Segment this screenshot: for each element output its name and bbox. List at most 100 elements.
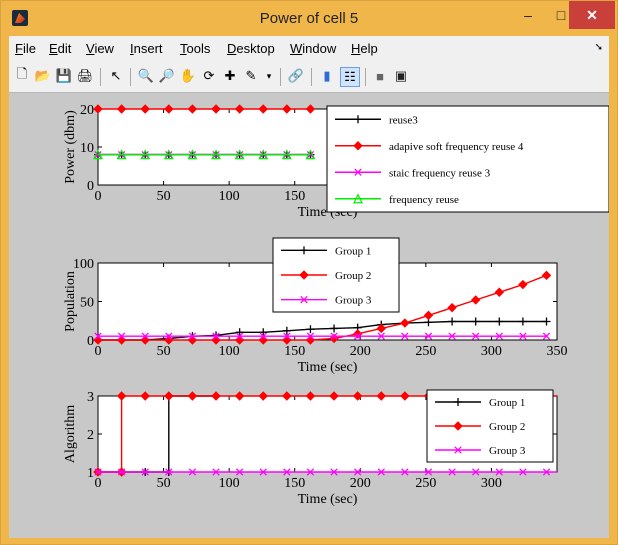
data-point-marker — [282, 326, 291, 335]
show-plot-tools-icon[interactable]: ▣ — [394, 68, 408, 83]
menu-insert[interactable]: Insert — [130, 41, 163, 56]
pan-icon[interactable]: ✋ — [179, 68, 197, 83]
data-point-marker — [163, 149, 174, 160]
x-tick-label: 200 — [350, 476, 371, 491]
y-axis-label: Power (dbm) — [63, 110, 78, 184]
data-point-marker — [329, 391, 339, 401]
data-point-marker — [542, 468, 551, 476]
data-point-marker — [165, 332, 173, 340]
rotate-icon[interactable]: ⟳ — [203, 68, 215, 83]
brush-dropdown-icon[interactable]: ▾ — [266, 70, 272, 81]
data-point-marker — [354, 115, 362, 124]
title-bar[interactable]: Power of cell 5 – □ ✕ — [1, 1, 617, 36]
legend-icon[interactable]: ☷ — [340, 67, 360, 87]
menu-overflow-icon[interactable]: ➘ — [594, 42, 603, 53]
data-point-marker — [211, 104, 221, 114]
data-point-marker — [141, 332, 149, 340]
data-point-marker — [401, 332, 409, 340]
data-point-marker — [306, 468, 315, 476]
data-point-marker — [140, 391, 150, 401]
data-point-marker — [235, 328, 244, 337]
data-point-marker — [330, 468, 338, 476]
data-point-marker — [212, 332, 220, 340]
data-point-marker — [259, 332, 267, 340]
data-point-marker — [542, 317, 551, 326]
data-point-marker — [117, 468, 126, 476]
x-axis-label: Time (sec) — [298, 492, 358, 507]
data-point-marker — [234, 391, 245, 401]
data-point-marker — [354, 168, 362, 176]
data-point-marker — [352, 391, 363, 401]
minimize-button[interactable]: – — [524, 7, 532, 23]
data-point-marker — [353, 141, 363, 151]
x-tick-label: 0 — [95, 344, 102, 359]
y-tick-label: 0 — [87, 334, 94, 349]
data-point-marker — [164, 391, 174, 401]
legend-entry-label: Group 3 — [335, 295, 372, 307]
data-cursor-icon[interactable]: ✚ — [224, 68, 236, 83]
legend-1[interactable]: reuse3 adapive soft frequency reuse 4 stai… — [326, 105, 609, 213]
open-file-icon[interactable]: 📂 — [34, 68, 52, 83]
menu-tools[interactable]: Tools — [180, 41, 211, 56]
data-point-marker — [376, 323, 386, 334]
legend-2[interactable]: Group 1 Group 2 Group 3 — [272, 237, 400, 313]
matlab-logo-icon — [12, 10, 28, 26]
figure-client-area: File Edit View Insert Tools Desktop Wind… — [9, 36, 609, 538]
data-point-marker — [93, 104, 103, 114]
data-point-marker — [472, 468, 480, 476]
menu-window[interactable]: Window — [290, 41, 337, 56]
data-point-marker — [377, 468, 385, 476]
menu-file[interactable]: File — [15, 41, 36, 56]
legend-3[interactable]: Group 1 Group 2 Group 3 — [426, 389, 554, 463]
data-point-marker — [116, 149, 127, 160]
data-point-marker — [424, 332, 433, 340]
data-point-marker — [165, 468, 173, 476]
brush-icon[interactable]: ✎ — [245, 68, 257, 83]
zoom-in-icon[interactable]: 🔍 — [137, 68, 155, 83]
data-point-marker — [495, 468, 503, 476]
data-point-marker — [401, 468, 409, 476]
x-tick-label: 50 — [157, 189, 171, 204]
maximize-button[interactable]: □ — [556, 7, 566, 23]
legend-entry-label: reuse3 — [389, 114, 418, 126]
legend-entry-label: staic frequency reuse 3 — [389, 167, 491, 179]
data-point-marker — [541, 270, 552, 281]
data-point-marker — [187, 149, 198, 160]
data-point-marker — [140, 104, 150, 114]
toolbar-separator — [311, 68, 312, 86]
toolbar-separator — [365, 68, 366, 86]
close-button[interactable]: ✕ — [569, 1, 615, 29]
data-point-marker — [187, 391, 198, 401]
x-tick-label: 250 — [415, 476, 436, 491]
pointer-icon[interactable]: ↖ — [110, 68, 122, 83]
data-point-marker — [376, 391, 386, 401]
x-tick-label: 100 — [219, 476, 240, 491]
data-point-marker — [235, 332, 244, 340]
menu-edit[interactable]: Edit — [49, 41, 72, 56]
print-icon[interactable]: 🖨 — [76, 68, 94, 83]
data-point-marker — [305, 391, 316, 401]
data-point-marker — [281, 149, 292, 160]
hide-plot-tools-icon[interactable]: ■ — [376, 68, 384, 84]
y-tick-label: 1 — [87, 466, 94, 481]
legend-entry-label: Group 1 — [489, 397, 525, 409]
menu-view[interactable]: View — [86, 41, 114, 56]
data-point-marker — [188, 332, 197, 340]
data-point-marker — [424, 468, 433, 476]
data-point-marker — [494, 287, 505, 297]
zoom-out-icon[interactable]: 🔎 — [158, 68, 176, 83]
data-point-marker — [300, 296, 308, 304]
toolbar-separator — [130, 68, 131, 86]
new-figure-icon[interactable]: 🗋 — [16, 66, 28, 81]
data-point-marker — [448, 332, 456, 340]
colorbar-icon[interactable]: ▮ — [323, 68, 331, 83]
toolbar-separator — [100, 68, 101, 86]
y-tick-label: 0 — [87, 179, 94, 194]
x-tick-label: 300 — [481, 344, 502, 359]
data-point-marker — [306, 332, 315, 340]
menu-desktop[interactable]: Desktop — [227, 41, 275, 56]
save-icon[interactable]: 💾 — [55, 68, 73, 83]
menu-help[interactable]: Help — [351, 41, 378, 56]
data-point-marker — [377, 332, 385, 340]
link-icon[interactable]: 🔗 — [287, 68, 305, 83]
